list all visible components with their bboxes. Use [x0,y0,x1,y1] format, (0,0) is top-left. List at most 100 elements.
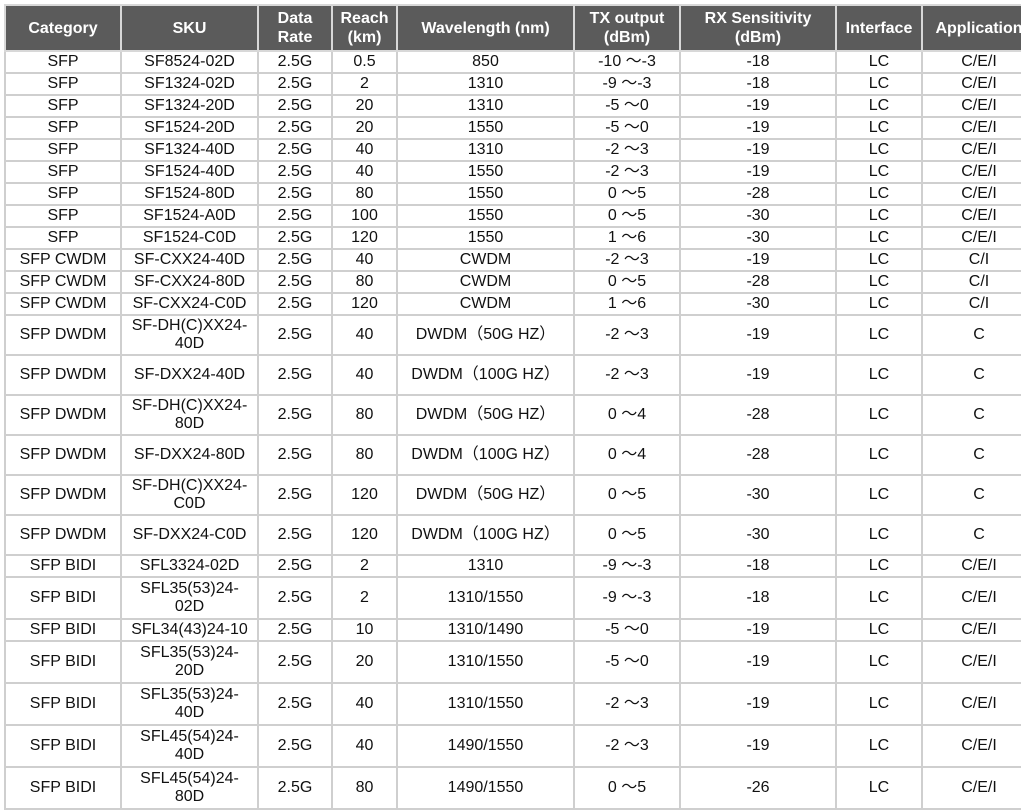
column-header-reach: Reach (km) [331,4,398,52]
cell-tx-output: -5 ～0 [573,618,681,642]
cell-reach: 40 [331,354,398,396]
cell-interface: LC [835,766,923,810]
cell-tx-output: -9 ～-3 [573,554,681,578]
cell-application: C/E/I [921,138,1021,162]
column-header-rx-sensitivity: RX Sensitivity (dBm) [679,4,837,52]
cell-reach: 120 [331,514,398,556]
cell-data-rate: 2.5G [257,160,333,184]
cell-interface: LC [835,576,923,620]
cell-application: C/E/I [921,72,1021,96]
cell-data-rate: 2.5G [257,248,333,272]
cell-data-rate: 2.5G [257,354,333,396]
cell-rx-sensitivity: -19 [679,314,837,356]
table-row: SFP SF1524-A0D 2.5G 100 1550 0 ～5 -30 LC C/E/I [4,204,1021,228]
cell-reach: 40 [331,160,398,184]
table-row: SFP SF1324-20D 2.5G 20 1310 -5 ～0 -19 LC C/E/I [4,94,1021,118]
cell-application: C/E/I [921,182,1021,206]
cell-category: SFP BIDI [4,576,122,620]
cell-data-rate: 2.5G [257,724,333,768]
cell-wavelength: DWDM（50G HZ） [396,474,575,516]
cell-tx-output: 1 ～6 [573,292,681,316]
cell-category: SFP BIDI [4,554,122,578]
cell-rx-sensitivity: -18 [679,554,837,578]
cell-wavelength: CWDM [396,248,575,272]
cell-data-rate: 2.5G [257,182,333,206]
cell-category: SFP BIDI [4,618,122,642]
cell-category: SFP CWDM [4,248,122,272]
cell-category: SFP DWDM [4,354,122,396]
table-row: SFP CWDM SF-CXX24-40D 2.5G 40 CWDM -2 ～3 -19 LC… [4,248,1021,272]
cell-rx-sensitivity: -19 [679,94,837,118]
sku-text: SF-DH(C)XX24-C0D [131,477,248,512]
table-row: SFP BIDI SFL35(53)24-20D 2.5G 20 1310/1550 -5… [4,640,1021,684]
cell-category: SFP [4,204,122,228]
cell-interface: LC [835,204,923,228]
cell-interface: LC [835,248,923,272]
cell-rx-sensitivity: -18 [679,72,837,96]
cell-sku: SFL45(54)24-40D [120,724,259,768]
cell-interface: LC [835,474,923,516]
cell-reach: 40 [331,248,398,272]
cell-reach: 20 [331,640,398,684]
cell-data-rate: 2.5G [257,204,333,228]
cell-tx-output: -10 ～-3 [573,50,681,74]
cell-sku: SF-DXX24-C0D [120,514,259,556]
cell-reach: 120 [331,292,398,316]
cell-interface: LC [835,270,923,294]
cell-rx-sensitivity: -30 [679,474,837,516]
cell-interface: LC [835,72,923,96]
cell-tx-output: 0 ～5 [573,766,681,810]
cell-application: C [921,394,1021,436]
cell-tx-output: -2 ～3 [573,724,681,768]
cell-sku: SF8524-02D [120,50,259,74]
table-row: SFP DWDM SF-DXX24-80D 2.5G 80 DWDM（100G HZ） 0… [4,434,1021,476]
cell-rx-sensitivity: -30 [679,514,837,556]
cell-sku: SFL35(53)24-40D [120,682,259,726]
cell-rx-sensitivity: -19 [679,640,837,684]
cell-data-rate: 2.5G [257,226,333,250]
cell-category: SFP BIDI [4,640,122,684]
cell-data-rate: 2.5G [257,314,333,356]
cell-reach: 40 [331,682,398,726]
table-row: SFP BIDI SFL35(53)24-40D 2.5G 40 1310/1550 -2… [4,682,1021,726]
cell-data-rate: 2.5G [257,394,333,436]
cell-wavelength: 1310/1550 [396,576,575,620]
cell-rx-sensitivity: -30 [679,292,837,316]
cell-category: SFP DWDM [4,434,122,476]
cell-wavelength: DWDM（100G HZ） [396,514,575,556]
table-row: SFP BIDI SFL34(43)24-10 2.5G 10 1310/1490 -5 … [4,618,1021,642]
cell-rx-sensitivity: -19 [679,682,837,726]
cell-sku: SFL35(53)24-02D [120,576,259,620]
cell-sku: SF1524-20D [120,116,259,140]
cell-application: C/E/I [921,204,1021,228]
cell-reach: 10 [331,618,398,642]
cell-category: SFP CWDM [4,292,122,316]
cell-sku: SFL34(43)24-10 [120,618,259,642]
table-row: SFP DWDM SF-DXX24-40D 2.5G 40 DWDM（100G HZ） -… [4,354,1021,396]
cell-data-rate: 2.5G [257,270,333,294]
sku-text: SF-DH(C)XX24-40D [131,317,248,352]
cell-wavelength: 1550 [396,182,575,206]
table-row: SFP SF1324-40D 2.5G 40 1310 -2 ～3 -19 LC C/E/I [4,138,1021,162]
cell-wavelength: 1310/1490 [396,618,575,642]
cell-reach: 2 [331,576,398,620]
cell-sku: SF-DH(C)XX24-80D [120,394,259,436]
table-row: SFP SF1524-C0D 2.5G 120 1550 1 ～6 -30 LC C/E/I [4,226,1021,250]
cell-wavelength: 1310 [396,138,575,162]
cell-category: SFP CWDM [4,270,122,294]
cell-interface: LC [835,394,923,436]
cell-interface: LC [835,618,923,642]
cell-tx-output: 0 ～5 [573,474,681,516]
cell-rx-sensitivity: -19 [679,116,837,140]
cell-category: SFP DWDM [4,314,122,356]
cell-interface: LC [835,514,923,556]
cell-sku: SF1524-40D [120,160,259,184]
cell-data-rate: 2.5G [257,434,333,476]
cell-sku: SF-CXX24-C0D [120,292,259,316]
cell-data-rate: 2.5G [257,72,333,96]
cell-wavelength: 1310/1550 [396,640,575,684]
cell-reach: 80 [331,270,398,294]
cell-data-rate: 2.5G [257,682,333,726]
cell-tx-output: 0 ～5 [573,204,681,228]
cell-interface: LC [835,116,923,140]
